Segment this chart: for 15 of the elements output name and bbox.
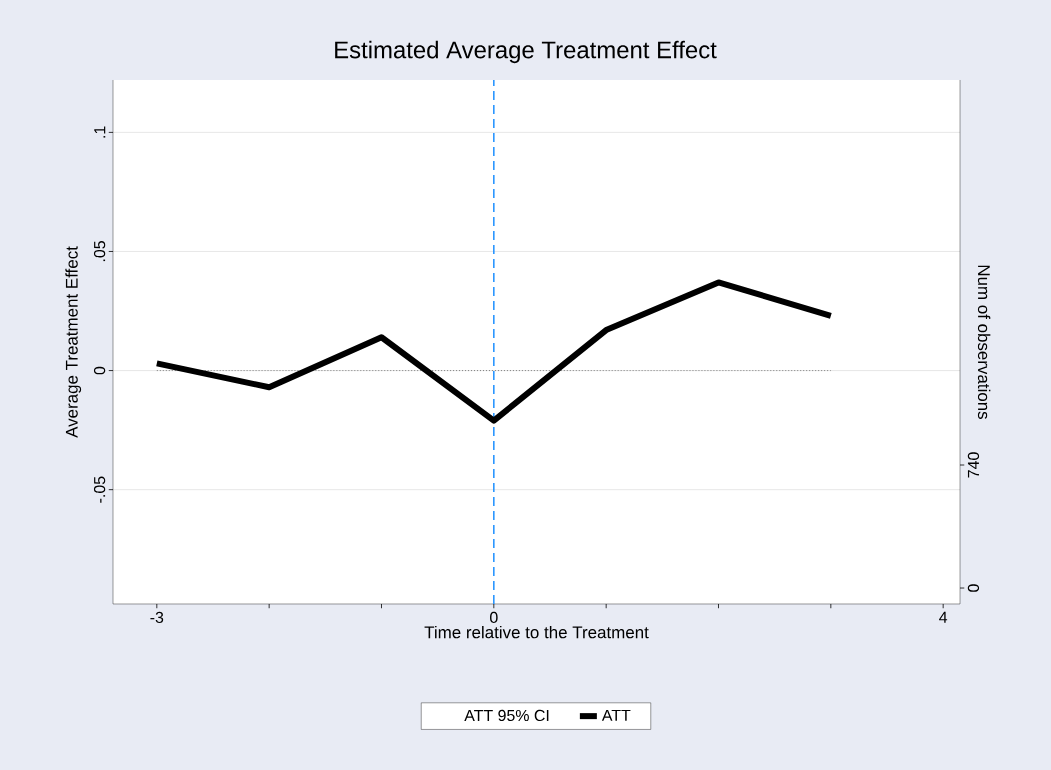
x-tick-label: 4 <box>939 611 948 623</box>
x-tick-label: -3 <box>150 611 164 624</box>
y-tick-label: 0 <box>93 366 106 375</box>
chart-title: Estimated Average Treatment Effect <box>335 40 717 64</box>
y-tick-label: -.05 <box>93 476 106 503</box>
y2-axis-title: Num of observations <box>977 265 991 419</box>
x-axis-title: Time relative to the Treatment <box>424 625 649 639</box>
y2-tick-label: 740 <box>967 452 980 478</box>
x-tick-label: 0 <box>490 611 498 624</box>
y-axis-title: Average Treatment Effect <box>65 246 82 438</box>
text: ATT 95% CI <box>464 709 549 722</box>
legend-label: ATT <box>601 709 631 721</box>
y-tick-label: .1 <box>94 126 106 138</box>
y-tick-label: .05 <box>93 241 106 262</box>
y2-tick-label: 0 <box>967 584 980 592</box>
